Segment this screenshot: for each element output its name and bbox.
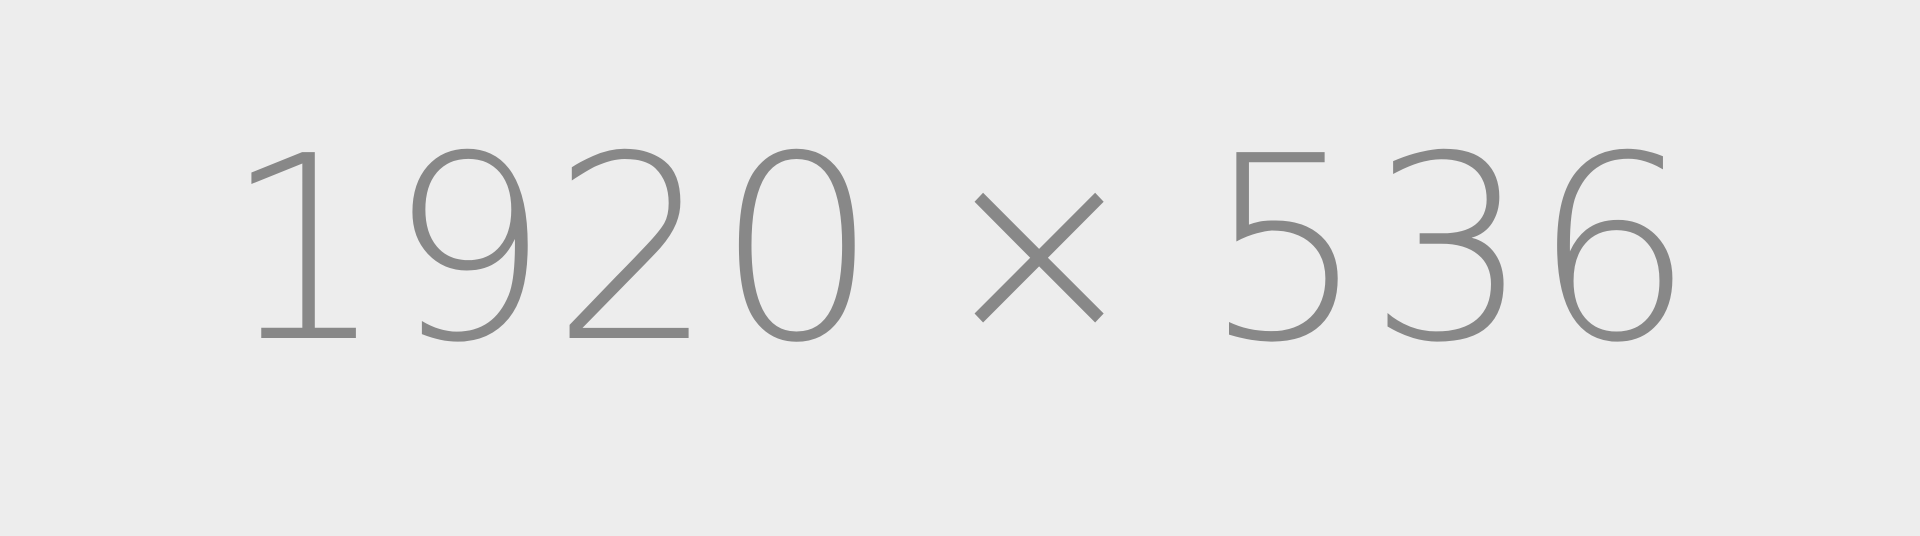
times-separator: × [934, 104, 1146, 395]
height-value: 536 [1203, 101, 1697, 399]
width-value: 1920 [223, 101, 881, 399]
dimensions-label: 1920 × 536 [223, 123, 1696, 378]
